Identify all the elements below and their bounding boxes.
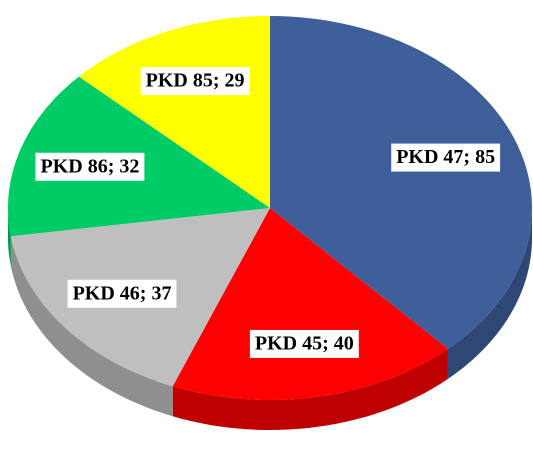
slice-side bbox=[8, 208, 11, 267]
slice bbox=[172, 208, 448, 400]
data-label: PKD 45; 40 bbox=[255, 333, 354, 355]
data-label-box bbox=[389, 141, 503, 174]
data-label-group: PKD 85; 29 bbox=[138, 65, 252, 98]
data-label-group: PKD 46; 37 bbox=[65, 277, 179, 310]
data-label-group: PKD 86; 32 bbox=[33, 150, 147, 183]
slice-side bbox=[447, 208, 532, 379]
data-label: PKD 46; 37 bbox=[73, 282, 172, 304]
data-label: PKD 86; 32 bbox=[41, 155, 140, 177]
slice bbox=[78, 16, 271, 208]
data-label-group: PKD 45; 40 bbox=[247, 327, 361, 360]
data-label-box bbox=[33, 150, 147, 183]
data-label-box bbox=[65, 277, 179, 310]
data-label-group: PKD 47; 85 bbox=[389, 141, 503, 174]
data-label: PKD 47; 85 bbox=[396, 146, 495, 168]
slice-side bbox=[172, 348, 448, 430]
data-label-box bbox=[247, 327, 361, 360]
data-label: PKD 85; 29 bbox=[146, 70, 245, 92]
slice bbox=[270, 16, 532, 349]
data-label-box bbox=[138, 65, 252, 98]
slice-side bbox=[10, 236, 173, 417]
